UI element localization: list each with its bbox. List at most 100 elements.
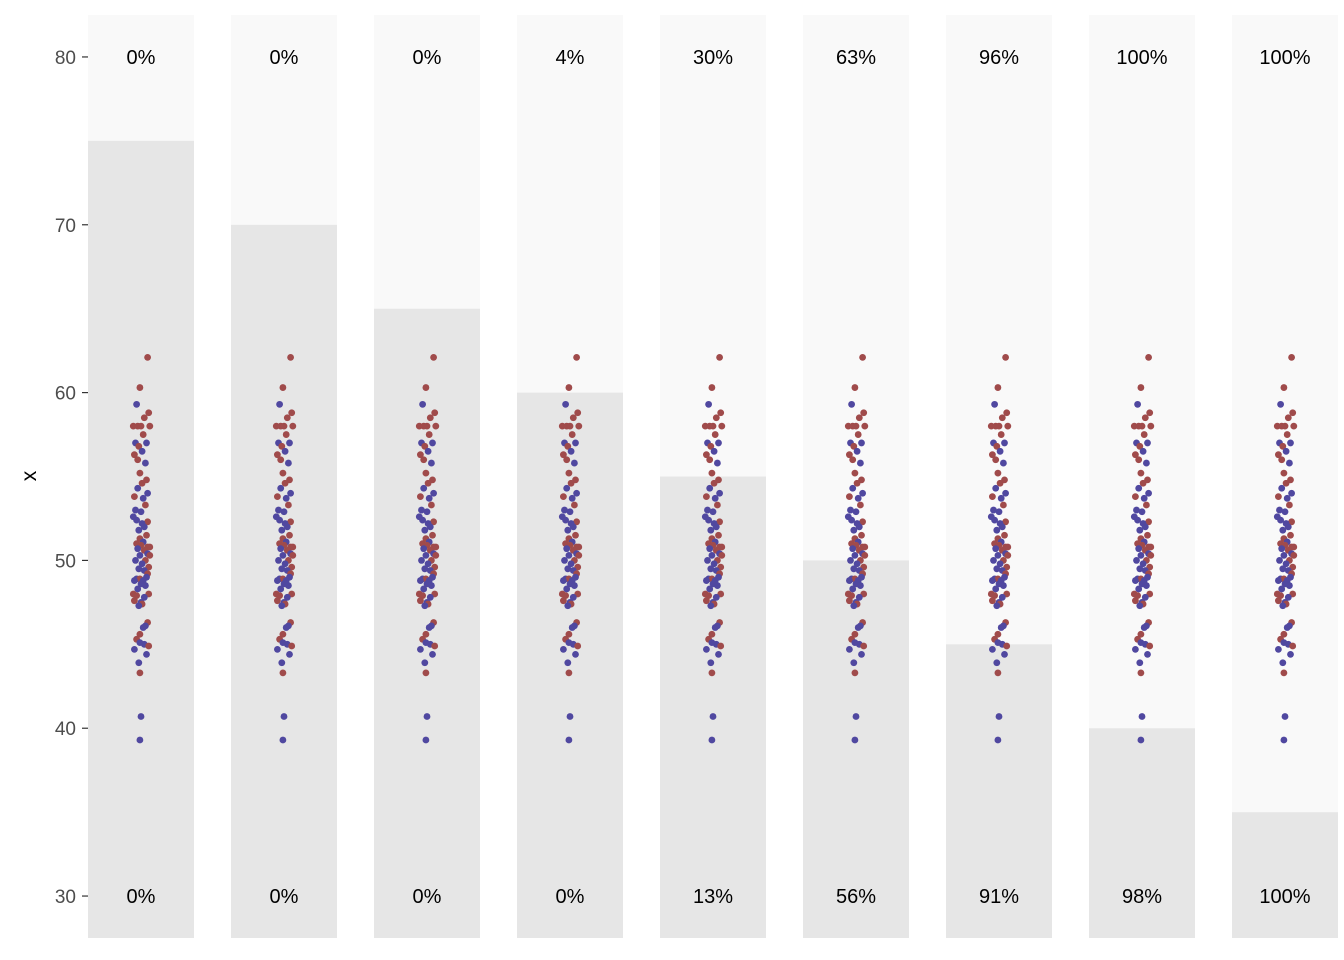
data-point (418, 506, 425, 514)
data-point (1136, 526, 1144, 534)
panel-top-percent-label: 0% (413, 47, 442, 69)
data-point (1288, 489, 1295, 497)
data-point (852, 422, 860, 430)
data-point (707, 659, 715, 667)
data-point (421, 659, 429, 667)
data-point (1275, 597, 1282, 605)
data-point (1280, 736, 1288, 744)
data-point (993, 659, 1001, 667)
data-point (562, 516, 569, 524)
data-point (278, 565, 286, 573)
data-point (565, 469, 573, 477)
data-point (134, 545, 142, 553)
data-point (994, 384, 1002, 391)
data-point (1280, 630, 1288, 638)
data-point (709, 508, 717, 516)
data-point (1143, 501, 1150, 509)
data-point (422, 669, 430, 677)
data-point (1275, 645, 1282, 653)
data-point (714, 459, 721, 467)
data-point (714, 501, 721, 509)
data-point (1283, 494, 1291, 502)
data-point (1281, 422, 1289, 430)
data-point (563, 545, 571, 553)
data-point (1144, 531, 1151, 539)
data-point (426, 523, 434, 531)
data-point (705, 516, 712, 524)
data-point (139, 431, 147, 438)
data-point (1004, 543, 1012, 551)
y-axis-title: x (18, 470, 41, 481)
panel: 100% 98% (1089, 15, 1195, 938)
data-point (134, 484, 142, 492)
data-point (858, 531, 865, 539)
data-point (1140, 431, 1148, 438)
panel: 100% 100% (1232, 15, 1338, 938)
data-point (285, 501, 292, 509)
data-point (572, 650, 579, 658)
data-point (717, 409, 725, 417)
data-point (568, 431, 576, 438)
data-point (1290, 551, 1298, 559)
data-point (1136, 659, 1144, 667)
data-point (1141, 593, 1149, 601)
data-point (854, 431, 862, 438)
data-point (1000, 501, 1007, 509)
data-point (278, 526, 286, 534)
data-point (575, 551, 583, 559)
data-point (998, 523, 1006, 531)
data-point (136, 736, 144, 744)
data-point (853, 479, 861, 487)
data-point (280, 422, 288, 430)
data-point (712, 523, 720, 531)
data-point (1283, 431, 1291, 438)
data-point (134, 456, 142, 464)
data-point (140, 593, 148, 601)
data-point (136, 469, 144, 477)
data-point (991, 516, 998, 524)
data-point (287, 489, 294, 497)
panel-lower-region (803, 560, 909, 938)
data-point (853, 560, 861, 568)
data-point (431, 409, 439, 417)
data-point (1002, 489, 1009, 497)
data-point (1134, 516, 1141, 524)
data-point (1276, 557, 1283, 564)
data-point (138, 560, 146, 568)
data-point (423, 508, 431, 516)
data-point (425, 431, 433, 438)
data-point (706, 456, 714, 464)
data-point (703, 577, 710, 584)
data-point (994, 669, 1002, 677)
data-point (1277, 400, 1284, 408)
data-point (131, 645, 138, 653)
data-point (714, 582, 721, 589)
data-point (1282, 447, 1290, 455)
data-point (145, 642, 153, 650)
data-point (1134, 400, 1141, 408)
data-point (282, 431, 290, 438)
data-point (424, 479, 432, 487)
data-point (274, 645, 281, 653)
data-point (990, 506, 997, 514)
data-point (566, 508, 574, 516)
data-point (996, 479, 1004, 487)
data-point (288, 642, 296, 650)
data-point (994, 736, 1002, 744)
data-point (569, 523, 577, 531)
data-point (848, 516, 855, 524)
data-point (143, 650, 150, 658)
data-point (563, 484, 571, 492)
y-tick-label: 50 (55, 551, 76, 572)
data-point (710, 447, 718, 455)
data-point (858, 439, 865, 447)
data-point (428, 582, 435, 589)
data-point (1137, 669, 1145, 677)
data-point (861, 551, 869, 559)
data-point (275, 506, 282, 514)
data-point (133, 516, 141, 524)
data-point (1002, 518, 1009, 526)
data-point (992, 456, 1000, 464)
data-point (276, 516, 283, 524)
data-point (428, 459, 435, 467)
